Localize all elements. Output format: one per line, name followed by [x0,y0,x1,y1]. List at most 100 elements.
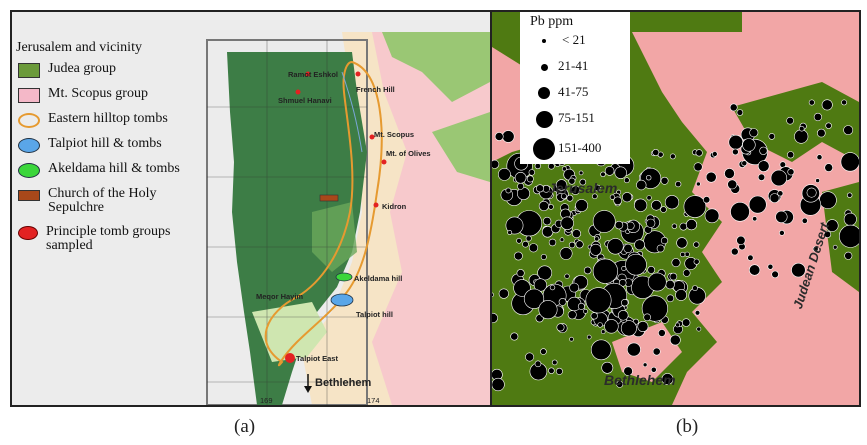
pb-sample-point [749,128,759,138]
pb-sample-point [747,254,754,261]
panel-a-legend-item: Principle tomb groups sampled [14,225,210,263]
pb-sample-point [590,339,612,361]
panel-a-legend-items: Judea group Mt. Scopus group Eastern hillt… [14,62,210,263]
pb-sample-point [651,200,662,211]
pb-sample-point [559,247,573,260]
pb-sample-point [586,334,592,340]
pb-sample-point [613,196,622,206]
pb-sample-point [542,216,552,226]
pb-sample-point [642,362,648,368]
pb-legend-label: 21-41 [558,58,589,73]
pb-sample-point [680,251,686,258]
pb-sample-point [634,239,645,251]
pb-sample-point [843,125,854,135]
pb-sample-point [556,323,565,332]
pb-sample-point [767,263,774,270]
pb-sample-point [558,297,567,306]
panel-b-legend-item: 21-41 [520,58,630,78]
panel-a-legend: Jerusalem and vicinity Judea group Mt. Sc… [14,40,210,263]
place-label-akeldama-hill: Akeldama hill [354,274,403,283]
pb-sample-point [607,238,624,255]
pb-sample-point [812,246,819,252]
pb-sample-point [682,318,691,327]
panel-a-legend-label: Mt. Scopus group [48,86,148,101]
pb-sample-point [671,223,678,229]
pb-sample-point [652,149,660,157]
pb-sample-point [696,181,701,187]
panel-b-legend-item: 41-75 [520,84,630,104]
panel-b-legend-title: Pb ppm [530,14,574,29]
pb-sample-point [540,254,547,261]
legend-swatch-rect-pink [18,88,40,103]
pb-sample-point [560,216,574,230]
legend-swatch-ell-green [18,163,40,178]
place-label-talpiot-east: Talpiot East [296,354,338,363]
pb-sample-point [695,149,703,157]
panel-b-legend-item: 151-400 [520,138,630,160]
pb-sample-point [712,151,718,157]
pb-sample-point [825,219,839,232]
pb-sample-point [636,179,647,191]
pb-sample-point [505,216,524,235]
panel-b-legend: Pb ppm < 21 21-41 41-75 75-151 151-400 [520,12,630,164]
pb-sample-point [819,191,837,209]
pb-sample-point [839,224,859,248]
panel-a-map-graphic [206,32,490,405]
pb-sample-point [570,185,581,195]
pb-legend-label: 75-151 [558,110,595,125]
pb-sample-point [592,210,616,233]
place-label-mt-of-olives: Mt. of Olives [386,149,431,158]
pb-size-dot [538,87,550,99]
pb-sample-point [748,195,767,214]
pb-sample-point [510,332,519,341]
figure-frame: Jerusalem and vicinity Judea group Mt. Sc… [10,10,861,407]
pb-sample-point [585,287,612,314]
pb-sample-point [538,200,550,212]
pb-sample-point [656,244,665,253]
pb-sample-point [832,244,838,250]
pb-sample-point [569,336,574,342]
pb-sample-point [548,162,555,170]
legend-swatch-rect-brown [18,190,40,201]
pb-sample-point [787,151,795,159]
pb-sample-point [815,178,820,183]
pb-sample-point [592,193,598,200]
pb-sample-point [494,132,504,141]
panel-b-legend-item: < 21 [520,32,630,52]
panel-a-legend-label: Judea group [48,61,117,76]
pb-sample-point [705,171,717,183]
pb-sample-point [824,163,834,172]
akeldama-marker [335,272,353,282]
church-holy-sepulchre-marker [319,194,339,202]
pb-sample-point [517,182,525,190]
pb-sample-point [704,208,720,224]
pb-sample-point [617,309,629,321]
pb-sample-point [621,266,627,272]
pb-sample-point [675,322,680,328]
pb-sample-point [525,352,535,362]
pb-sample-point [589,243,602,256]
pb-sample-point [623,243,633,253]
pb-sample-point [523,288,545,309]
pb-sample-point [513,251,523,261]
panel-b-map-graphic [492,12,859,405]
pb-sample-point [816,128,826,138]
pb-sample-point [724,168,735,179]
pb-sample-point [693,258,700,265]
pb-sample-point [770,169,788,187]
pb-sample-point [741,160,748,167]
pb-legend-label: < 21 [562,32,586,47]
pb-size-dot [535,110,553,128]
pb-sample-point [647,272,667,292]
pb-legend-label: 151-400 [558,140,602,155]
pb-sample-point [694,310,701,316]
pb-sample-point [516,269,525,278]
pb-sample-point [568,241,576,249]
pb-sample-point [684,251,690,257]
pb-sample-point [560,193,567,200]
caption-b: (b) [676,416,699,437]
pb-sample-point [646,195,652,201]
region-label-jerusalem: Jerusalem [548,180,618,196]
pb-sample-point [583,308,588,314]
pb-sample-point [683,195,707,218]
